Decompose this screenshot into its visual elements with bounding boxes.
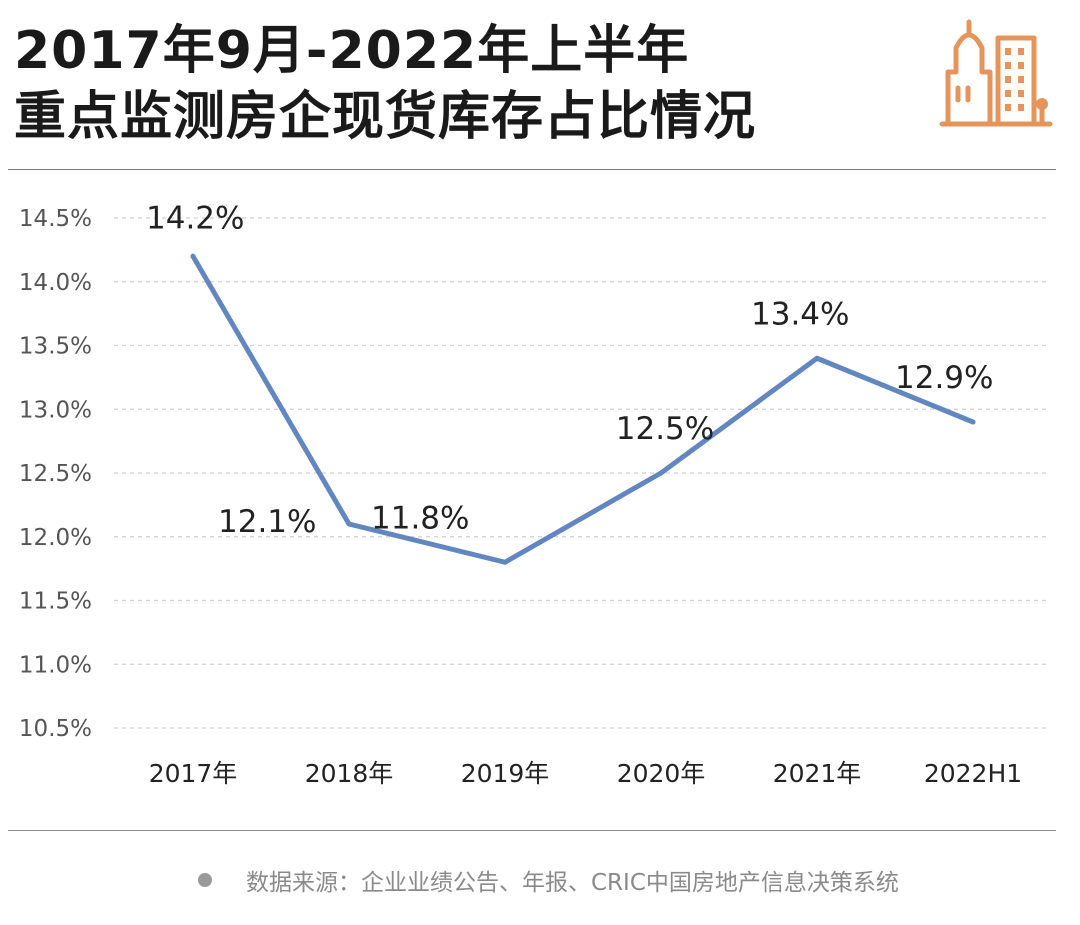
x-tick-label: 2019年 [461,759,550,788]
y-tick-label: 14.0% [19,270,92,296]
line-chart: 14.5% 14.0% 13.5% 13.0% 12.5% 12.0% 11.5% 11.0%… [19,200,1050,788]
y-axis: 14.5% 14.0% 13.5% 13.0% 12.5% 12.0% 11.5% 11.0%… [19,206,92,742]
y-tick-label: 11.5% [19,589,92,615]
y-tick-label: 14.5% [19,206,92,232]
series-line [190,253,976,565]
city-buildings-icon [939,19,1053,127]
x-tick-label: 2022H1 [924,759,1022,788]
top-divider [8,169,1056,170]
series-line-group [190,253,976,565]
data-labels: 14.2% 12.1% 11.8% 12.5% 13.4% 12.9% [146,200,993,540]
y-tick-label: 12.5% [19,461,92,487]
x-tick-label: 2017年 [149,759,238,788]
bullet-dot-icon [198,873,212,887]
y-tick-label: 13.0% [19,397,92,423]
y-tick-label: 10.5% [19,716,92,742]
data-label: 11.8% [371,500,469,536]
x-tick-label: 2020年 [617,759,706,788]
source-text: 数据来源：企业业绩公告、年报、CRIC中国房地产信息决策系统 [246,870,899,896]
data-point [658,470,664,476]
x-axis: 2017年 2018年 2019年 2020年 2021年 2022H1 [149,759,1022,788]
data-label: 14.2% [146,200,244,236]
data-label: 12.9% [895,360,993,396]
source-note: 数据来源：企业业绩公告、年报、CRIC中国房地产信息决策系统 [198,860,899,900]
data-point [502,559,508,565]
bottom-divider [8,830,1056,831]
data-point [814,355,820,361]
data-point [346,521,352,527]
y-tick-label: 12.0% [19,525,92,551]
y-tick-label: 11.0% [19,652,92,678]
data-label: 12.1% [218,504,316,540]
data-point [190,253,196,259]
grid-lines [114,217,1050,729]
data-point [970,419,976,425]
chart-title-line1: 2017年9月-2022年上半年 [14,21,690,81]
data-label: 12.5% [616,411,714,447]
chart-title-line2: 重点监测房企现货库存占比情况 [14,87,757,147]
x-tick-label: 2018年 [305,759,394,788]
data-label: 13.4% [751,296,849,332]
y-tick-label: 13.5% [19,334,92,360]
x-tick-label: 2021年 [773,759,862,788]
chart-title: 2017年9月-2022年上半年 重点监测房企现货库存占比情况 [14,18,756,150]
